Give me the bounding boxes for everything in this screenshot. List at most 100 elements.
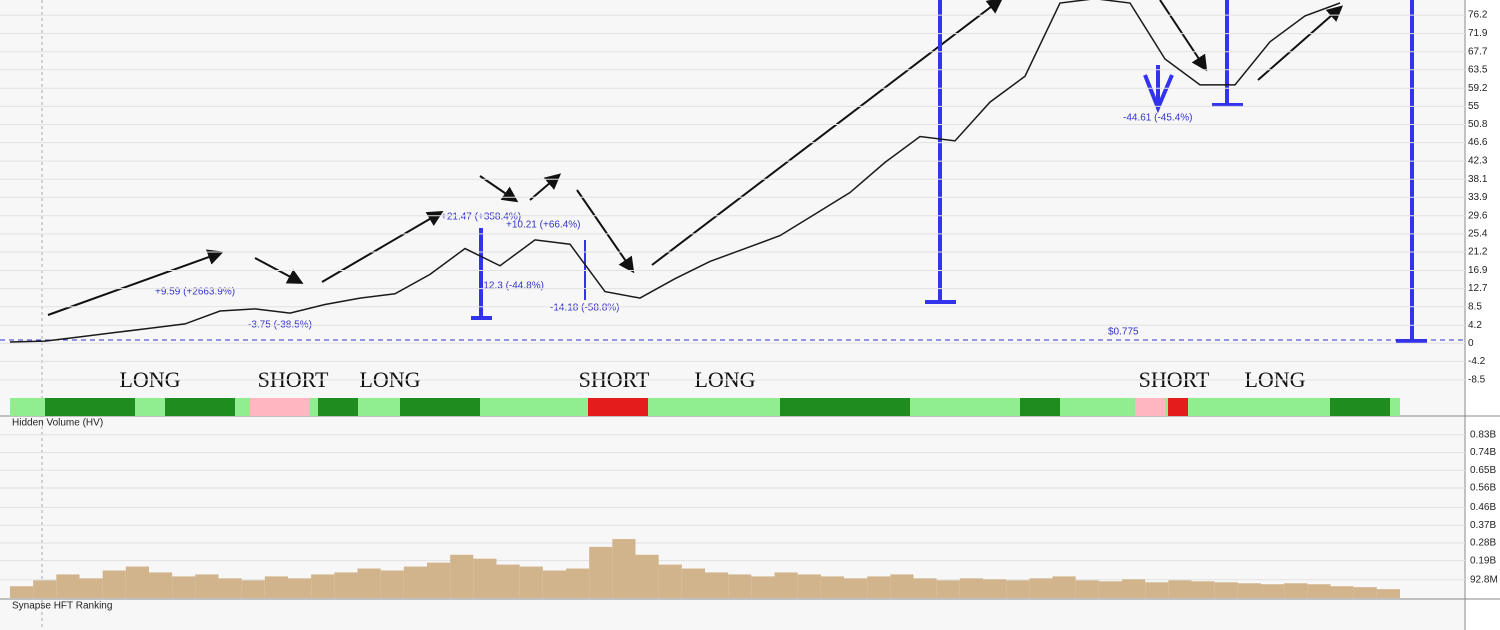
y-tick-label: 0.83B <box>1470 430 1496 441</box>
price-line <box>9 0 1341 343</box>
y-tick-label: 0.37B <box>1470 520 1496 531</box>
volume-bar <box>844 578 868 598</box>
y-tick-label: 63.5 <box>1468 64 1488 75</box>
volume-bar <box>427 562 451 598</box>
volume-bar <box>195 574 219 598</box>
y-tick-label: 0.19B <box>1470 555 1496 566</box>
annotation: +9.59 (+2663.9%) <box>155 287 235 298</box>
y-tick-label: 46.6 <box>1468 137 1488 148</box>
y-tick-label: 29.6 <box>1468 210 1488 221</box>
y-tick-label: 0.65B <box>1470 465 1496 476</box>
volume-bar <box>890 574 914 598</box>
y-tick-label: 0.56B <box>1470 483 1496 494</box>
y-tick-label: 16.9 <box>1468 265 1488 276</box>
volume-bar <box>519 566 543 598</box>
y-tick-label: 38.1 <box>1468 174 1488 185</box>
y-tick-label: 8.5 <box>1468 301 1482 312</box>
volume-bar <box>125 566 149 598</box>
volume-bar <box>1168 580 1192 598</box>
annotation: -12.3 (-44.8%) <box>480 281 544 292</box>
volume-bar <box>1237 583 1261 598</box>
annotation: +10.21 (+66.4%) <box>506 220 581 231</box>
volume-bar <box>566 568 590 598</box>
y-tick-label: 0.46B <box>1470 502 1496 513</box>
volume-bar <box>1191 581 1215 598</box>
volume-bar <box>10 586 34 598</box>
volume-bar <box>1075 580 1099 598</box>
axis-background <box>1465 0 1500 630</box>
volume-bar <box>1307 584 1331 598</box>
y-tick-label: 55 <box>1468 101 1480 112</box>
y-tick-label: 71.9 <box>1468 28 1488 39</box>
volume-bar <box>288 578 312 598</box>
volume-bar <box>1052 576 1076 598</box>
volume-bar <box>79 578 103 598</box>
volume-bar <box>1006 580 1030 598</box>
volume-bar <box>612 539 636 598</box>
volume-bar <box>681 568 705 598</box>
volume-bar <box>33 580 57 598</box>
volume-bar <box>149 572 173 598</box>
volume-bar <box>774 572 798 598</box>
y-tick-label: -8.5 <box>1468 375 1486 386</box>
volume-bar <box>867 576 891 598</box>
volume-bar <box>311 574 335 598</box>
y-tick-label: 4.2 <box>1468 320 1482 331</box>
volume-bar <box>658 564 682 598</box>
y-tick-label: 67.7 <box>1468 46 1488 57</box>
y-tick-label: 12.7 <box>1468 283 1488 294</box>
volume-bar <box>797 574 821 598</box>
plot-background <box>0 0 1465 630</box>
panel-title: Synapse HFT Ranking <box>12 601 112 612</box>
volume-bar <box>1353 587 1377 598</box>
volume-bar <box>936 580 960 598</box>
annotation: -44.61 (-45.4%) <box>1123 113 1192 124</box>
panel-title: Hidden Volume (HV) <box>12 418 103 429</box>
volume-bar <box>1261 584 1285 598</box>
y-tick-label: 0.28B <box>1470 538 1496 549</box>
y-tick-label: 50.8 <box>1468 119 1488 130</box>
volume-bar <box>1098 581 1122 598</box>
volume-bar <box>473 558 497 598</box>
volume-bar <box>56 574 80 598</box>
y-tick-label: 42.3 <box>1468 156 1488 167</box>
y-tick-label: 59.2 <box>1468 83 1488 94</box>
y-tick-label: 21.2 <box>1468 247 1488 258</box>
volume-bar <box>496 564 520 598</box>
annotation: +21.47 (+358.4%) <box>441 212 521 223</box>
volume-bar <box>102 570 126 598</box>
volume-bar <box>1145 582 1169 598</box>
volume-bar <box>542 570 566 598</box>
volume-bar <box>1284 583 1308 598</box>
volume-bar <box>450 554 474 598</box>
y-tick-label: 0.74B <box>1470 447 1496 458</box>
volume-bar <box>241 580 265 598</box>
reference-label: $0.775 <box>1108 327 1139 338</box>
y-tick-label: 76.2 <box>1468 10 1488 21</box>
volume-bar <box>380 570 404 598</box>
volume-bar <box>983 579 1007 598</box>
volume-bar <box>172 576 196 598</box>
y-tick-label: 92.8M <box>1470 574 1498 585</box>
y-tick-label: -4.2 <box>1468 356 1486 367</box>
y-tick-label: 0 <box>1468 338 1474 349</box>
volume-bar <box>264 576 288 598</box>
volume-bar <box>403 566 427 598</box>
y-tick-label: 33.9 <box>1468 192 1488 203</box>
volume-bar <box>1376 589 1400 598</box>
volume-bar <box>959 578 983 598</box>
volume-bar <box>635 554 659 598</box>
volume-bar <box>1029 578 1053 598</box>
volume-bar <box>357 568 381 598</box>
volume-bar <box>820 576 844 598</box>
volume-bar <box>728 574 752 598</box>
volume-bar <box>218 578 242 598</box>
annotation: -14.18 (-58.8%) <box>550 303 619 314</box>
volume-bar <box>751 576 775 598</box>
volume-bar <box>589 546 613 598</box>
volume-bar <box>913 578 937 598</box>
y-tick-label: 25.4 <box>1468 229 1488 240</box>
volume-bar <box>1330 586 1354 598</box>
regime-strip <box>10 398 1400 416</box>
